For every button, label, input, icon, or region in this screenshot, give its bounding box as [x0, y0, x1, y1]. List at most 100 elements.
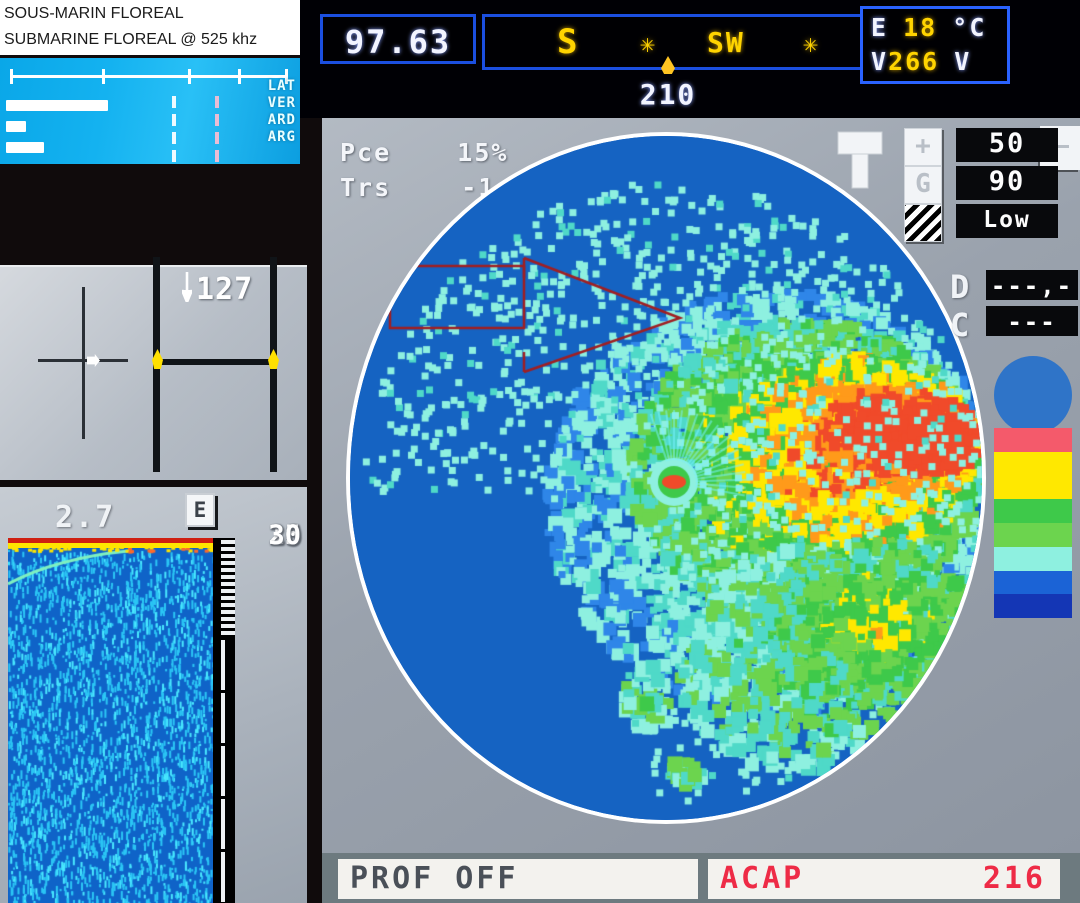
speed-prefix: V [871, 47, 889, 76]
ruler-segment [221, 596, 235, 600]
beam-label-arg: ARG [267, 129, 296, 145]
depth-readout-box[interactable]: 97.63 [320, 14, 476, 64]
compass-primary-direction: S [557, 22, 580, 62]
ruler-segment [221, 589, 235, 593]
beam-bar [6, 142, 44, 153]
compass-readout-box[interactable]: S ✳ SW ✳ [482, 14, 894, 70]
crosshair-horizontal-right [92, 359, 128, 362]
profile-status-button[interactable]: PROF OFF [338, 859, 698, 899]
acap-value: 216 [982, 861, 1046, 896]
pce-readout: Pce 15% [340, 138, 508, 167]
dashed-marker [215, 114, 219, 126]
ruler-segment [221, 610, 235, 614]
echogram-mode-button[interactable]: E [185, 493, 215, 527]
ruler-segment [221, 540, 235, 544]
sonar-scope[interactable] [346, 132, 986, 824]
gain-value-display: 50 [956, 128, 1058, 162]
depth-tick-30: 30 [268, 520, 301, 551]
environment-readout-box[interactable]: E 18 °C V266 V [860, 6, 1010, 84]
ruler-segment [221, 799, 225, 849]
depth-tick-0: 0 [284, 520, 301, 551]
ruler-segment [221, 852, 225, 902]
trs-readout: Trs -1 [340, 173, 495, 202]
transducer-tee-icon[interactable] [836, 130, 884, 190]
ruler-segment [221, 631, 235, 635]
legend-band-6 [994, 570, 1072, 595]
hatch-pattern-icon[interactable] [904, 204, 942, 242]
temperature-value: 18 [903, 13, 938, 42]
echogram-ruler [221, 540, 239, 902]
echogram-canvas[interactable] [8, 538, 213, 903]
environment-speed-row: V266 V [871, 47, 971, 76]
level-value-display: Low [956, 204, 1058, 238]
depth-tick-5: 5 [284, 520, 301, 551]
asterisk-right-icon: ✳ [803, 29, 821, 58]
caption-overlay: SOUS-MARIN FLOREAL SUBMARINE FLOREAL @ 5… [0, 0, 300, 55]
sensor-marker-left-icon [152, 349, 163, 369]
legend-background-swatch [994, 356, 1072, 434]
down-arrow-icon [182, 272, 192, 302]
ruler-segment [221, 617, 235, 621]
sonar-main-panel[interactable]: Pce 15% Trs -1 + G 50 90 Low D ---,- C -… [322, 118, 1080, 853]
echogram-canvas-wrap[interactable] [8, 538, 213, 903]
axis-tick [285, 69, 288, 84]
zoom-in-button[interactable]: + [904, 128, 942, 166]
beam-status-panel[interactable]: LAT VER ARD ARG [0, 58, 300, 164]
axis-tick [237, 69, 241, 84]
ruler-segment [221, 603, 235, 607]
pce-value: 15% [457, 138, 509, 167]
dashed-marker [172, 96, 176, 108]
dashed-marker [215, 132, 219, 144]
cursor-marker-icon[interactable] [87, 354, 100, 367]
gain-button[interactable]: G [904, 166, 942, 204]
trawl-depth-value: 127 [196, 272, 254, 307]
depth-tick-25: 25 [268, 520, 301, 551]
ruler-segment [221, 568, 235, 572]
caption-line-english: SUBMARINE FLOREAL @ 525 khz [4, 31, 258, 48]
legend-band-2 [994, 475, 1072, 500]
wind-direction-value: E [871, 13, 889, 42]
dashed-marker [172, 132, 176, 144]
depth-tick-10: 10 [268, 520, 301, 551]
caption-line-french: SOUS-MARIN FLOREAL [4, 5, 184, 22]
compass-secondary-direction: SW [707, 26, 745, 59]
distance-label: D [950, 268, 970, 306]
depth-tick-15: 15 [268, 520, 301, 551]
beam-axis-labels: LAT VER ARD ARG [268, 78, 296, 146]
dashed-marker [172, 114, 176, 126]
crosshair-horizontal-left [38, 359, 126, 362]
beam-label-ard: ARD [267, 112, 296, 128]
legend-band-4 [994, 523, 1072, 547]
environment-temperature-row: E 18 °C [871, 13, 986, 42]
axis-tick [10, 69, 13, 84]
trawl-geometry-panel[interactable] [0, 257, 307, 480]
minus-icon [1049, 145, 1069, 148]
color-legend [994, 428, 1072, 618]
acap-status-button[interactable]: ACAP 216 [708, 859, 1060, 899]
beam-bar [6, 121, 26, 132]
axis-tick [187, 69, 191, 84]
echogram-surface-line [8, 538, 213, 543]
dashed-marker [215, 96, 219, 108]
trawl-headline [153, 359, 277, 365]
depth-value: 97.63 [344, 23, 452, 61]
ruler-segment [221, 624, 235, 628]
ruler-segment [221, 582, 235, 586]
sensor-marker-right-icon [268, 349, 279, 369]
bottom-status-bar: PROF OFF ACAP 216 [322, 853, 1080, 903]
asterisk-left-icon: ✳ [640, 29, 658, 58]
course-label: C [950, 306, 970, 344]
legend-band-1 [994, 451, 1072, 476]
top-instrument-bar: 97.63 S ✳ SW ✳ 210 E 18 °C V266 V [300, 0, 1080, 118]
sonar-scope-canvas[interactable] [350, 136, 982, 820]
legend-band-0 [994, 428, 1072, 452]
beam-label-ver: VER [267, 95, 296, 111]
beam-axis-line [10, 69, 288, 84]
beam-bar [6, 100, 108, 111]
echogram-surface-line-secondary [8, 543, 213, 548]
depth-tick-20: 20 [268, 520, 301, 551]
range-value-display: 90 [956, 166, 1058, 200]
dashed-marker [172, 150, 176, 162]
course-value-display: --- [986, 306, 1078, 336]
crosshair-vertical [82, 287, 85, 439]
